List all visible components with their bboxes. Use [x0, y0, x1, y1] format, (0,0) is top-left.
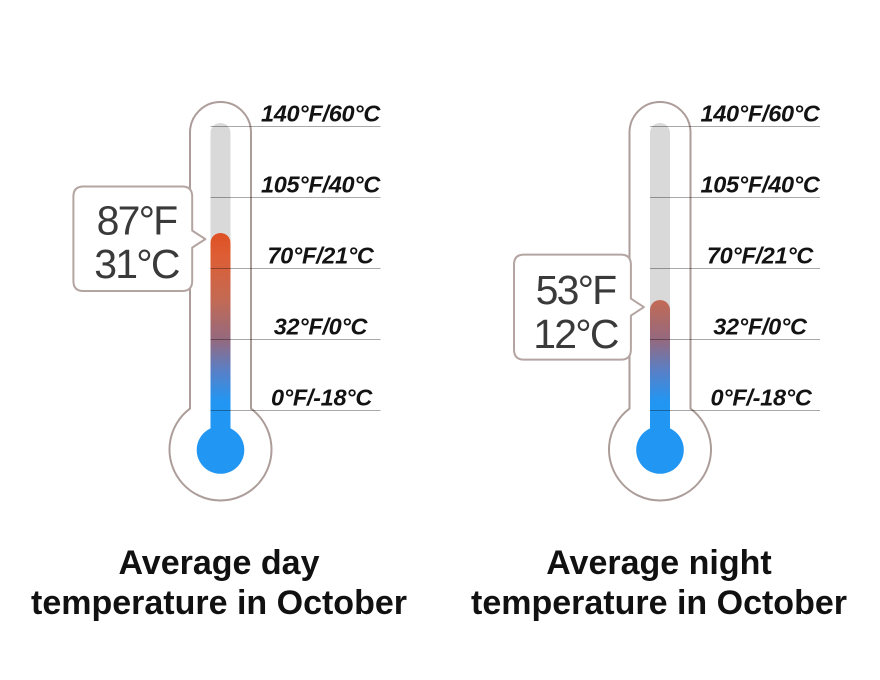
svg-text:70°F/21°C: 70°F/21°C: [267, 243, 375, 269]
svg-text:0°F/-18°C: 0°F/-18°C: [711, 385, 813, 411]
svg-text:Average day: Average day: [119, 544, 320, 582]
svg-text:12°C: 12°C: [533, 311, 619, 357]
svg-text:87°F: 87°F: [97, 198, 178, 244]
svg-text:temperature in October: temperature in October: [471, 584, 847, 622]
svg-text:temperature in October: temperature in October: [31, 584, 407, 622]
svg-text:0°F/-18°C: 0°F/-18°C: [271, 385, 373, 411]
svg-text:53°F: 53°F: [536, 267, 617, 313]
svg-text:140°F/60°C: 140°F/60°C: [701, 101, 821, 127]
svg-text:32°F/0°C: 32°F/0°C: [713, 314, 808, 340]
svg-text:Average night: Average night: [546, 544, 771, 582]
svg-text:31°C: 31°C: [94, 241, 180, 287]
svg-text:70°F/21°C: 70°F/21°C: [707, 243, 815, 269]
svg-text:105°F/40°C: 105°F/40°C: [701, 172, 821, 198]
svg-text:32°F/0°C: 32°F/0°C: [274, 314, 369, 340]
svg-text:105°F/40°C: 105°F/40°C: [261, 172, 381, 198]
svg-text:140°F/60°C: 140°F/60°C: [261, 101, 381, 127]
